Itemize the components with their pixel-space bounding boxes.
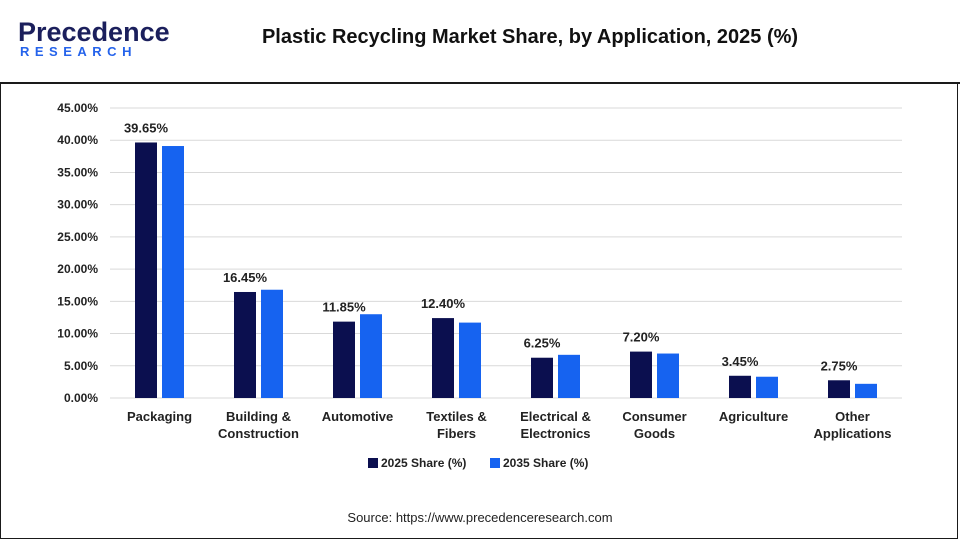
legend-label: 2025 Share (%): [381, 456, 466, 470]
bar: [558, 354, 580, 398]
data-label: 39.65%: [124, 120, 169, 135]
x-tick-label: Applications: [813, 426, 891, 441]
bar: [360, 314, 382, 398]
y-tick-label: 40.00%: [57, 133, 98, 147]
bar: [657, 353, 679, 398]
legend-label: 2035 Share (%): [503, 456, 588, 470]
bar: [135, 142, 157, 398]
bar: [828, 380, 850, 398]
bar: [531, 357, 553, 398]
x-tick-label: Automotive: [322, 409, 394, 424]
x-tick-label: Textiles &: [426, 409, 486, 424]
x-tick-label: Packaging: [127, 409, 192, 424]
y-tick-label: 5.00%: [64, 359, 98, 373]
x-tick-label: Building &: [226, 409, 291, 424]
brand-logo: Precedence RESEARCH: [18, 17, 170, 64]
x-tick-label: Fibers: [437, 426, 476, 441]
y-tick-label: 45.00%: [57, 101, 98, 115]
header: Precedence RESEARCH Plastic Recycling Ma…: [0, 0, 960, 84]
data-label: 3.45%: [722, 354, 759, 369]
x-tick-label: Agriculture: [719, 409, 788, 424]
x-tick-label: Electronics: [520, 426, 590, 441]
logo-sub-text: RESEARCH: [20, 44, 137, 59]
x-tick-label: Construction: [218, 426, 299, 441]
y-tick-label: 10.00%: [57, 327, 98, 341]
y-tick-label: 15.00%: [57, 294, 98, 308]
legend-swatch: [368, 458, 378, 468]
x-tick-label: Other: [835, 409, 870, 424]
data-label: 7.20%: [623, 330, 660, 345]
x-tick-label: Goods: [634, 426, 675, 441]
bar: [855, 383, 877, 398]
data-label: 11.85%: [322, 300, 366, 315]
y-tick-label: 35.00%: [57, 165, 98, 179]
bar: [333, 321, 355, 398]
data-label: 16.45%: [223, 270, 268, 285]
x-tick-label: Consumer: [622, 409, 686, 424]
legend-swatch: [490, 458, 500, 468]
bar: [162, 146, 184, 398]
y-tick-label: 0.00%: [64, 391, 98, 405]
bar: [432, 318, 454, 398]
bar: [630, 351, 652, 398]
y-tick-label: 30.00%: [57, 198, 98, 212]
logo-main-text: Precedence: [18, 17, 170, 47]
bar: [459, 322, 481, 398]
y-tick-label: 25.00%: [57, 230, 98, 244]
bar: [261, 289, 283, 398]
data-label: 2.75%: [821, 358, 858, 373]
chart-panel: [0, 84, 958, 539]
bar: [756, 376, 778, 398]
y-tick-label: 20.00%: [57, 262, 98, 276]
data-label: 12.40%: [421, 296, 466, 311]
bar: [729, 375, 751, 398]
x-tick-label: Electrical &: [520, 409, 591, 424]
source-note: Source: https://www.precedenceresearch.c…: [347, 510, 613, 525]
data-label: 6.25%: [524, 336, 561, 351]
bar: [234, 291, 256, 398]
chart-title: Plastic Recycling Market Share, by Appli…: [261, 26, 799, 48]
